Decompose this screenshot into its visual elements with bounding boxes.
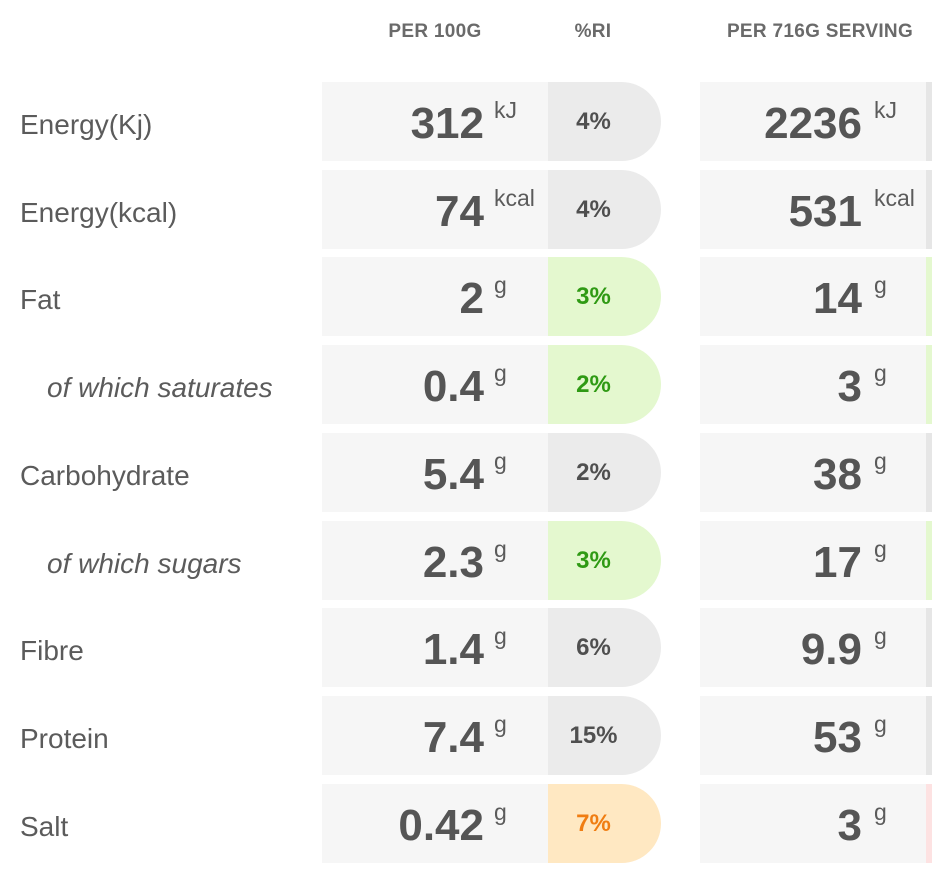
serving-unit: g	[874, 799, 887, 825]
serving-unit: g	[874, 272, 887, 298]
serving-level-bar	[926, 608, 932, 687]
serving-unit: g	[874, 536, 887, 562]
serving-cell	[700, 170, 926, 249]
per100-value: 0.42	[398, 801, 484, 850]
nutrition-row-protein: Protein 7.4 g 15% 53 g	[0, 696, 932, 775]
ri-badge: 2%	[548, 433, 661, 512]
serving-value: 3	[837, 801, 862, 850]
per100-value: 5.4	[422, 450, 484, 499]
serving-level-bar	[926, 170, 932, 249]
ri-badge: 4%	[548, 170, 661, 249]
serving-unit: g	[874, 711, 887, 737]
header-per-serving: PER 716G SERVING	[726, 21, 914, 42]
nutrient-label: Energy(Kj)	[20, 109, 153, 140]
serving-cell	[700, 608, 926, 687]
serving-value: 531	[788, 187, 862, 236]
nutrient-label: Fat	[20, 284, 61, 315]
serving-cell	[700, 696, 926, 775]
serving-value: 9.9	[800, 625, 862, 674]
nutrition-row-fibre: Fibre 1.4 g 6% 9.9 g	[0, 608, 932, 687]
serving-cell	[700, 784, 926, 863]
per100-unit: g	[494, 799, 507, 825]
serving-value: 2236	[764, 99, 862, 148]
nutrient-label: Carbohydrate	[20, 460, 190, 491]
per100-value: 2	[459, 274, 484, 323]
ri-badge: 15%	[548, 696, 661, 775]
nutrient-label: Energy(kcal)	[20, 197, 178, 228]
per100-unit: kcal	[494, 185, 535, 211]
serving-value: 3	[837, 362, 862, 411]
serving-unit: kcal	[874, 185, 915, 211]
serving-level-bar	[926, 433, 932, 512]
serving-cell	[700, 521, 926, 600]
per100-unit: kJ	[494, 97, 517, 123]
per100-value: 1.4	[422, 625, 484, 674]
serving-unit: g	[874, 448, 887, 474]
serving-unit: g	[874, 623, 887, 649]
ri-badge: 3%	[548, 257, 661, 336]
nutrition-row-salt: Salt 0.42 g 7% 3 g	[0, 784, 932, 863]
nutrition-row-energy-kcal: Energy(kcal) 74 kcal 4% 531 kcal	[0, 170, 932, 249]
per100-unit: g	[494, 272, 507, 298]
ri-badge: 7%	[548, 784, 661, 863]
header-per-100g: PER 100G	[388, 21, 482, 42]
ri-badge: 6%	[548, 608, 661, 687]
serving-cell	[700, 82, 926, 161]
per100-value: 312	[410, 99, 484, 148]
nutrition-row-saturates: of which saturates 0.4 g 2% 3 g	[0, 345, 932, 424]
nutrition-row-carbohydrate: Carbohydrate 5.4 g 2% 38 g	[0, 433, 932, 512]
serving-value: 53	[813, 713, 862, 762]
serving-unit: g	[874, 360, 887, 386]
per100-value: 74	[435, 187, 484, 236]
per100-value: 2.3	[422, 538, 484, 587]
serving-level-bar	[926, 521, 932, 600]
ri-badge: 2%	[548, 345, 661, 424]
serving-cell	[700, 257, 926, 336]
header-ri: %RI	[574, 21, 612, 42]
nutrient-label: Fibre	[20, 635, 84, 666]
ri-badge: 4%	[548, 82, 661, 161]
nutrition-row-fat: Fat 2 g 3% 14 g	[0, 257, 932, 336]
per100-value: 0.4	[422, 362, 484, 411]
nutrient-label: Protein	[20, 723, 109, 754]
serving-level-bar	[926, 784, 932, 863]
nutrient-label: Salt	[20, 811, 69, 842]
per100-unit: g	[494, 623, 507, 649]
ri-badge: 3%	[548, 521, 661, 600]
serving-cell	[700, 345, 926, 424]
serving-cell	[700, 433, 926, 512]
serving-level-bar	[926, 82, 932, 161]
nutrient-label: of which sugars	[47, 548, 242, 579]
per100-unit: g	[494, 360, 507, 386]
nutrient-label: of which saturates	[47, 372, 273, 403]
serving-level-bar	[926, 696, 932, 775]
per100-unit: g	[494, 536, 507, 562]
nutrition-row-sugars: of which sugars 2.3 g 3% 17 g	[0, 521, 932, 600]
serving-value: 38	[813, 450, 862, 499]
per100-unit: g	[494, 711, 507, 737]
serving-level-bar	[926, 345, 932, 424]
serving-value: 17	[813, 538, 862, 587]
serving-unit: kJ	[874, 97, 897, 123]
nutrition-row-energy-kj: Energy(Kj) 312 kJ 4% 2236 kJ	[0, 82, 932, 161]
serving-value: 14	[813, 274, 862, 323]
per100-value: 7.4	[422, 713, 484, 762]
serving-level-bar	[926, 257, 932, 336]
per100-unit: g	[494, 448, 507, 474]
